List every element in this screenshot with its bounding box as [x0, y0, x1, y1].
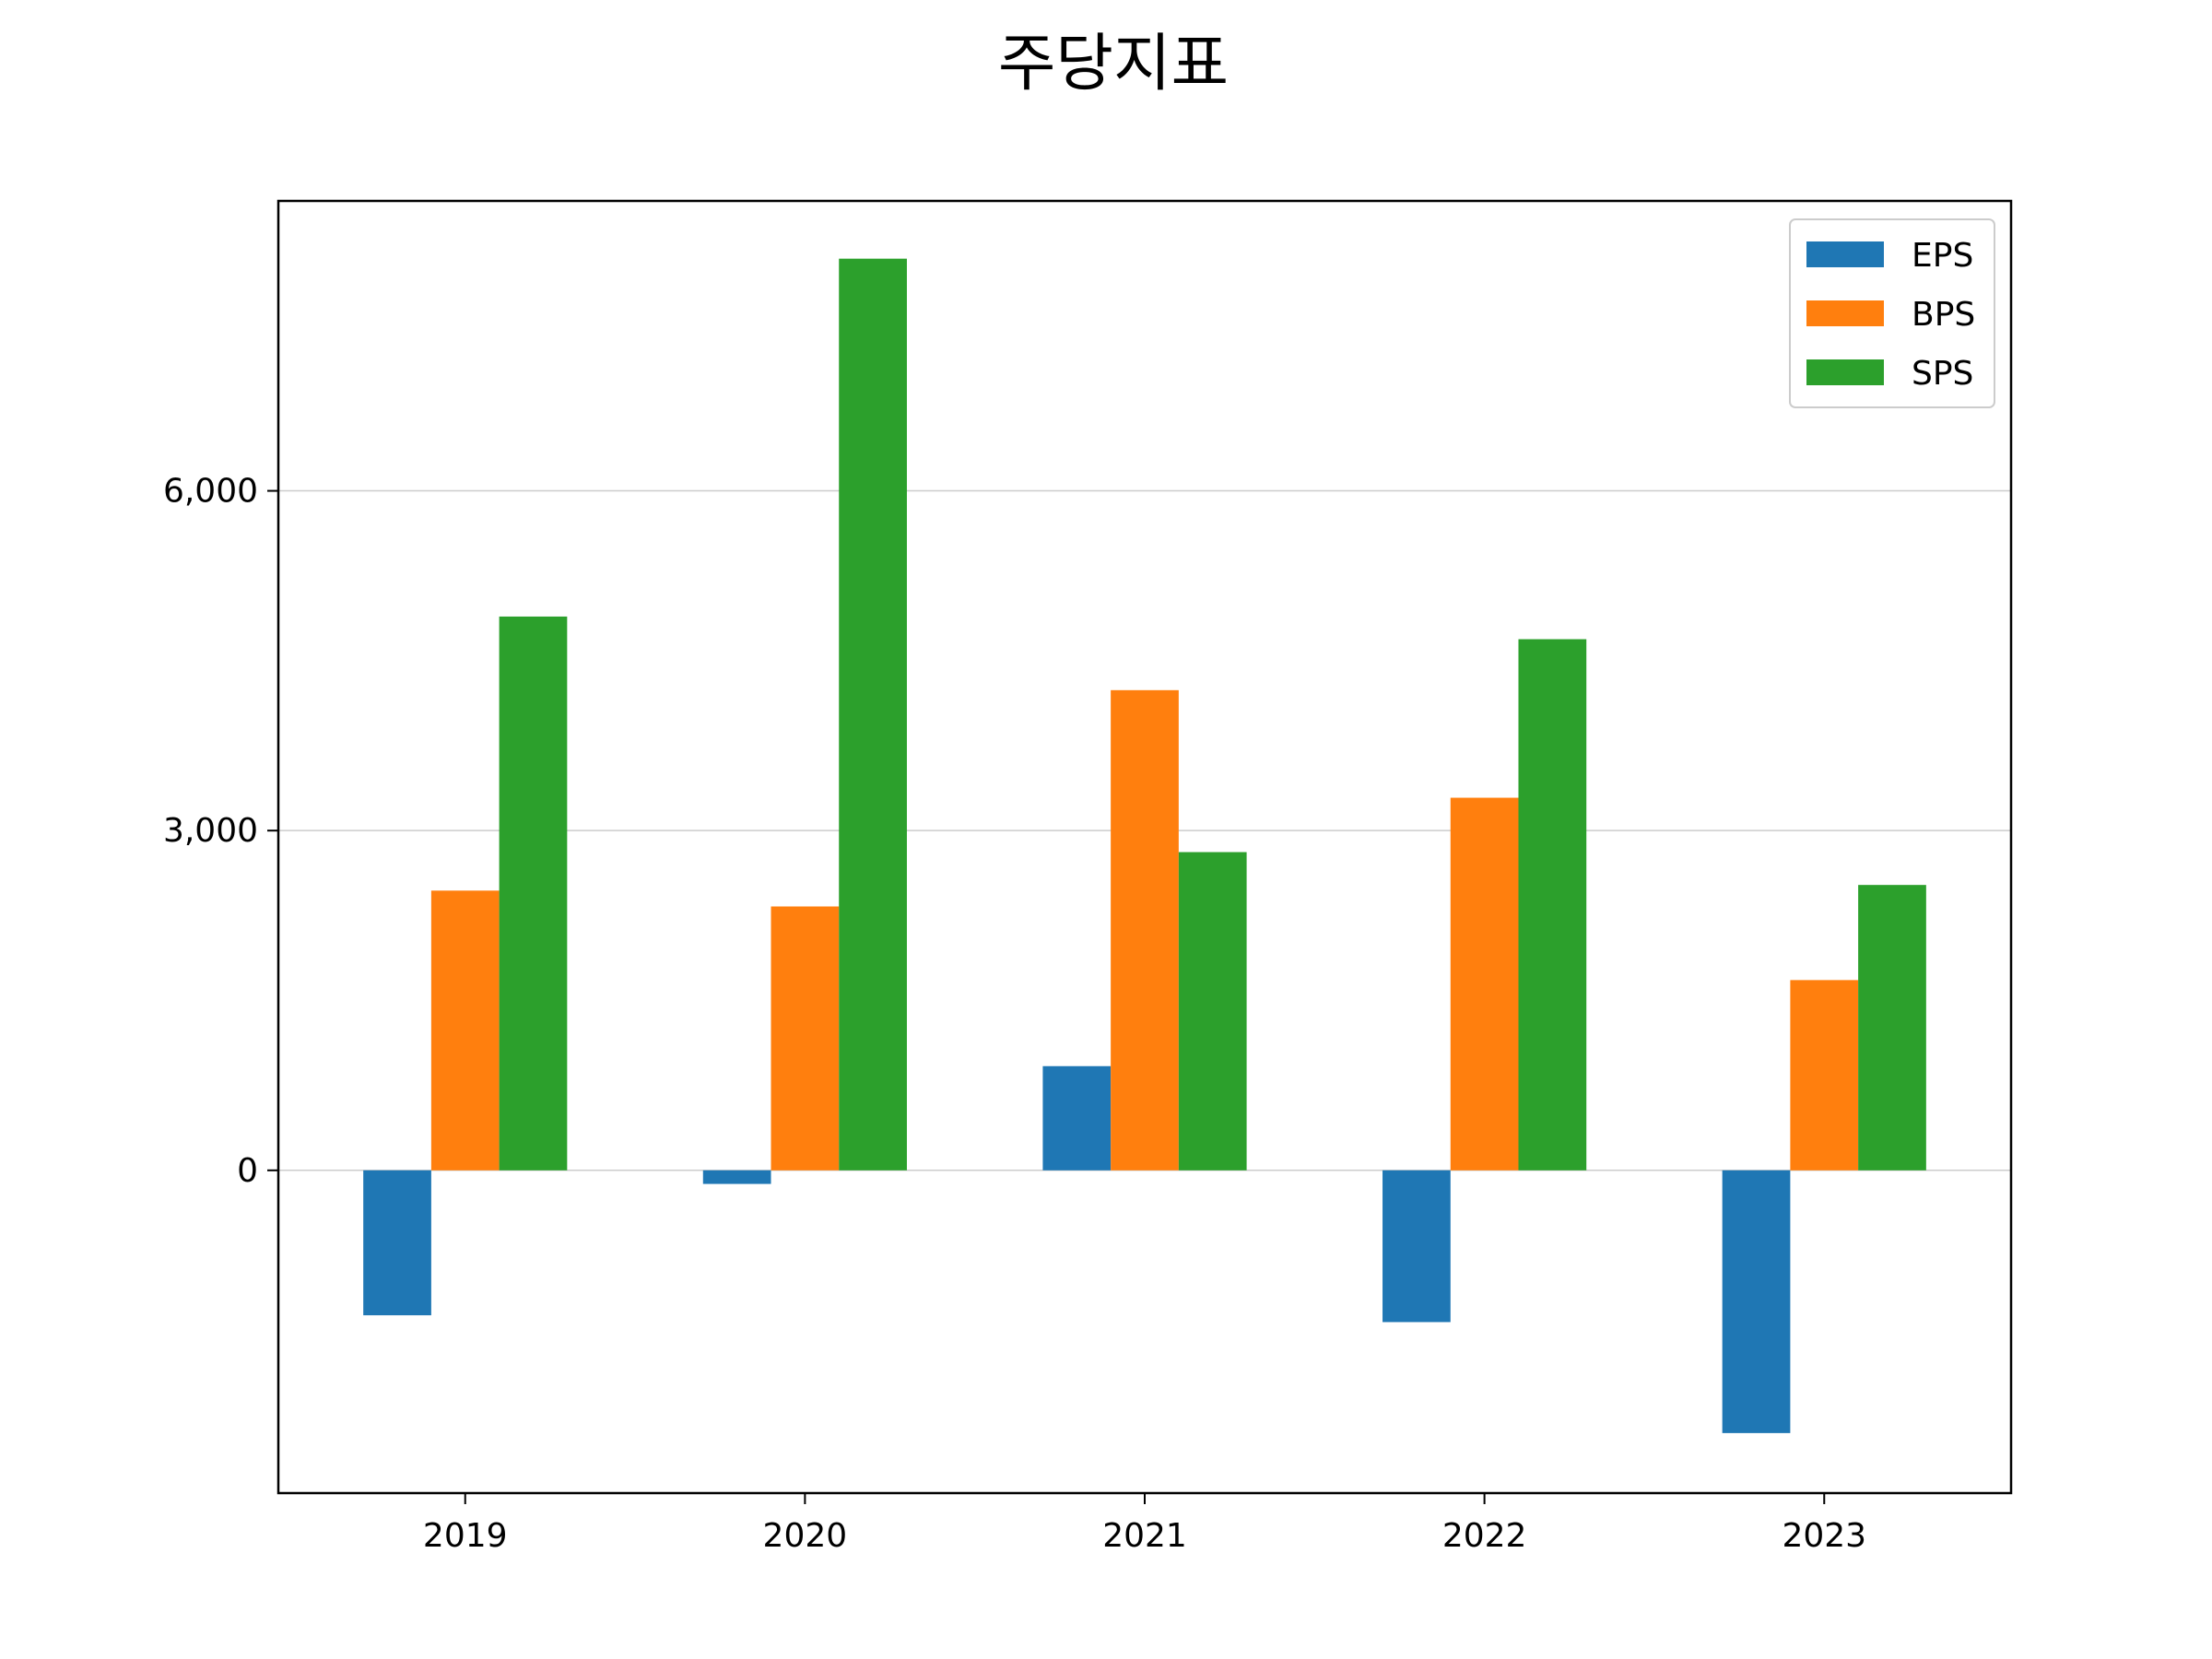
x-tick-label: 2022: [1442, 1517, 1527, 1555]
bars: [363, 258, 1926, 1433]
legend: EPS BPS SPS: [1789, 218, 1995, 408]
legend-swatch-sps: [1806, 359, 1884, 385]
bar-bps-2020: [771, 906, 840, 1171]
bar-bps-2023: [1790, 980, 1859, 1171]
legend-label-sps: SPS: [1912, 355, 1973, 393]
plot-frame: [276, 199, 2013, 1495]
chart-title: 주당지표: [998, 28, 1229, 100]
y-tick-label: 3,000: [163, 812, 258, 850]
legend-label-eps: EPS: [1912, 237, 1973, 275]
bar-sps-2019: [499, 616, 568, 1171]
x-tick-label: 2020: [763, 1517, 848, 1555]
bar-eps-2019: [363, 1170, 431, 1316]
bar-sps-2021: [1178, 852, 1247, 1171]
y-tick-label: 0: [237, 1152, 258, 1190]
x-axis: 2019 2020 2021 2022 2023: [423, 1493, 1866, 1555]
bar-eps-2021: [1042, 1065, 1112, 1171]
bar-bps-2022: [1450, 797, 1519, 1171]
bar-sps-2023: [1858, 885, 1926, 1171]
legend-label-bps: BPS: [1912, 296, 1975, 334]
bar-sps-2020: [839, 258, 907, 1171]
legend-swatch-eps: [1806, 241, 1884, 267]
bar-eps-2022: [1382, 1170, 1451, 1323]
y-axis: 0 3,000 6,000: [163, 473, 278, 1190]
bar-bps-2021: [1111, 689, 1179, 1171]
bar-eps-2020: [702, 1170, 771, 1184]
bar-eps-2023: [1722, 1170, 1791, 1433]
bar-sps-2022: [1518, 639, 1587, 1171]
bar-bps-2019: [430, 890, 500, 1171]
x-tick-label: 2021: [1102, 1517, 1187, 1555]
x-tick-label: 2023: [1782, 1517, 1866, 1555]
x-tick-label: 2019: [423, 1517, 508, 1555]
y-tick-label: 6,000: [163, 473, 258, 511]
legend-swatch-bps: [1806, 300, 1884, 326]
